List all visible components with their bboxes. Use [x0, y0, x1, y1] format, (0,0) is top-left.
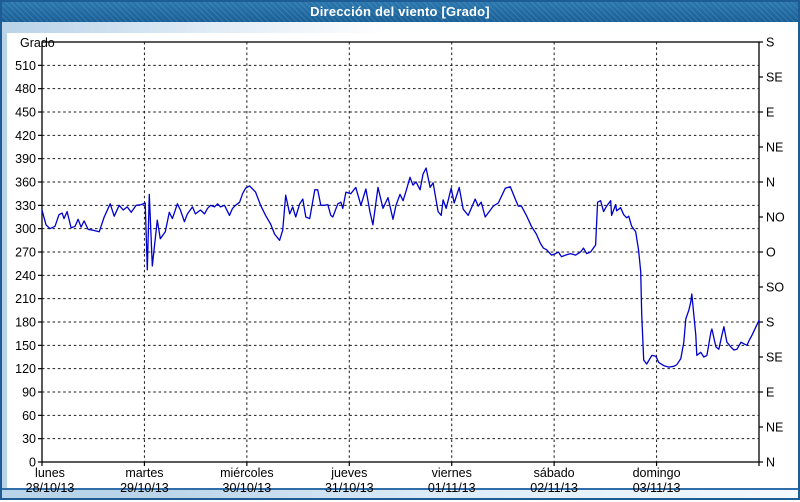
- day-date-label: 03/11/13: [633, 481, 681, 495]
- compass-label: NE: [766, 421, 783, 435]
- y-axis-title: Grado: [20, 36, 55, 50]
- y-axis-label: 60: [22, 409, 36, 423]
- compass-label: O: [766, 246, 776, 260]
- titlebar-lower-strip: [2, 22, 798, 33]
- y-axis-label: 210: [15, 292, 36, 306]
- day-date-label: 31/10/13: [325, 481, 374, 495]
- y-axis-label: 420: [15, 129, 36, 143]
- day-name-label: domingo: [633, 466, 681, 480]
- day-date-label: 01/11/13: [428, 481, 476, 495]
- day-name-label: martes: [125, 466, 163, 480]
- day-date-label: 28/10/13: [26, 481, 75, 495]
- y-axis-label: 390: [15, 152, 36, 166]
- plot-area: [41, 41, 760, 463]
- window-title: Dirección del viento [Grado]: [2, 2, 798, 22]
- compass-label: SO: [766, 281, 784, 295]
- day-name-label: miércoles: [220, 466, 274, 480]
- compass-label: NE: [766, 141, 783, 155]
- y-axis-label: 90: [22, 386, 36, 400]
- compass-label: S: [766, 36, 774, 50]
- day-date-label: 29/10/13: [120, 481, 169, 495]
- y-axis-label: 330: [15, 199, 36, 213]
- compass-label: SE: [766, 351, 783, 365]
- y-axis-label: 240: [15, 269, 36, 283]
- compass-label: SE: [766, 71, 783, 85]
- y-axis-label: 180: [15, 316, 36, 330]
- compass-label: NO: [766, 211, 785, 225]
- wind-direction-line: [41, 167, 760, 368]
- y-axis-label: 30: [22, 432, 36, 446]
- day-name-label: sábado: [534, 466, 575, 480]
- compass-label: E: [766, 386, 774, 400]
- y-axis-label: 300: [15, 222, 36, 236]
- y-axis-label: 150: [15, 339, 36, 353]
- left-frame-strip: [2, 22, 7, 490]
- y-axis-label: 0: [29, 456, 36, 470]
- y-axis-label: 450: [15, 106, 36, 120]
- day-date-label: 30/10/13: [223, 481, 272, 495]
- y-axis-label: 480: [15, 82, 36, 96]
- day-name-label: lunes: [35, 466, 65, 480]
- day-name-label: jueves: [330, 466, 367, 480]
- y-axis-label: 360: [15, 176, 36, 190]
- compass-label: E: [766, 106, 774, 120]
- y-axis-label: 510: [15, 59, 36, 73]
- day-date-label: 02/11/13: [530, 481, 578, 495]
- y-axis-label: 270: [15, 246, 36, 260]
- bottom-frame-strip: [2, 488, 798, 498]
- compass-label: S: [766, 316, 774, 330]
- compass-label: N: [766, 176, 775, 190]
- y-axis-label: 120: [15, 362, 36, 376]
- day-name-label: viernes: [432, 466, 472, 480]
- compass-label: N: [766, 456, 775, 470]
